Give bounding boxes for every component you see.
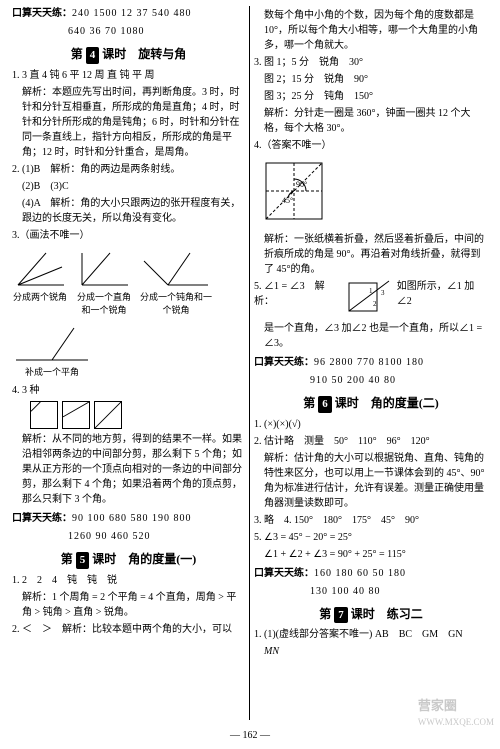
angle-icon-a xyxy=(12,247,68,291)
kousuan-header-2: 口算天天练：90 100 680 580 190 800 xyxy=(12,511,245,526)
q2-1: 2. (1)B 解析：角的两边是两条射线。 xyxy=(12,162,245,177)
sec7-badge: 7 xyxy=(334,607,348,624)
fig-c-label: 分成一个钝角和一个锐角 xyxy=(140,291,212,318)
kousuan-nums-2a: 90 100 680 580 190 800 xyxy=(72,513,192,524)
s6-q2-ex: 解析：估计角的大小可以根据锐角、直角、钝角的特性来区分，也可以用上一节课体会到的… xyxy=(254,451,488,511)
s7-q1: 1. (1)(虚线部分答案不唯一) AB BC GM GN xyxy=(254,627,488,642)
fig-d: 补成一个平角 xyxy=(12,322,92,380)
r5: 5. ∠1 = ∠3 解析： 1 2 3 如图所示，∠1 加∠2 xyxy=(254,279,488,319)
q1-explain: 解析：本题应先写出时间，再判断角度。3 时，时针和分针互相垂直，所形成的角是直角… xyxy=(12,85,245,160)
kousuan-label-3: 口算天天练： xyxy=(254,357,314,368)
square-1 xyxy=(30,401,58,429)
page: 口算天天练：240 1500 12 37 540 480 640 36 70 1… xyxy=(0,0,500,720)
angle-icon-c xyxy=(140,247,212,291)
fig-d-label: 补成一个平角 xyxy=(25,366,79,380)
r3c: 图 3；25 分 钝角 150° xyxy=(254,89,488,104)
angle-icon-d xyxy=(12,322,92,366)
page-number: — 162 — xyxy=(0,728,500,743)
kousuan-nums-4b: 130 100 40 80 xyxy=(254,584,488,599)
fig-b-label: 分成一个直角和一个锐角 xyxy=(74,291,134,318)
kousuan-header-3: 口算天天练：96 2800 770 8100 180 xyxy=(254,355,488,370)
q4: 4. 3 种 xyxy=(12,383,245,398)
r5-tail: 如图所示，∠1 加∠2 xyxy=(397,279,488,309)
r3b: 图 2；15 分 锐角 90° xyxy=(254,72,488,87)
r5-text: 5. ∠1 = ∠3 解析： xyxy=(254,279,343,309)
s6-q5a: 5. ∠3 = 45° − 20° = 25° xyxy=(254,530,488,545)
section-5-title: 第 5 课时 角的度量(一) xyxy=(12,550,245,569)
kousuan-nums-3a: 96 2800 770 8100 180 xyxy=(314,357,424,368)
kousuan-nums-1a: 240 1500 12 37 540 480 xyxy=(72,8,192,19)
r5b: 是一个直角，∠3 加∠2 也是一个直角，所以∠1 = ∠3。 xyxy=(254,321,488,351)
r1: 数每个角中小角的个数，因为每个角的度数都是 10°，所以每个角大小相等，哪一个大… xyxy=(254,8,488,53)
sec5-post: 课时 角的度量(一) xyxy=(92,552,196,566)
s6-q2: 2. 估计略 测量 50° 110° 96° 120° xyxy=(254,434,488,449)
sec5-badge: 5 xyxy=(76,552,90,569)
s7-q2: MN xyxy=(254,644,488,659)
r3-ex: 解析：分针走一圈是 360°，钟面一圈共 12 个大格，每个大格 30°。 xyxy=(254,106,488,136)
angle-123-icon: 1 2 3 xyxy=(345,279,394,319)
figure-row-2: 补成一个平角 xyxy=(12,322,245,380)
s5-q1-ex: 解析：1 个周角 = 2 个平角 = 4 个直角，周角 > 平角 > 钝角 > … xyxy=(12,590,245,620)
svg-text:45°: 45° xyxy=(282,196,293,205)
fig-a-label: 分成两个锐角 xyxy=(13,291,67,305)
square-row xyxy=(30,401,245,429)
svg-text:3: 3 xyxy=(381,289,385,297)
left-column: 口算天天练：240 1500 12 37 540 480 640 36 70 1… xyxy=(8,6,250,720)
kousuan-nums-4a: 160 180 60 50 180 xyxy=(314,568,406,579)
watermark-text: 营家圈 xyxy=(418,696,494,716)
r3a: 3. 图 1；5 分 锐角 30° xyxy=(254,55,488,70)
fig-b: 分成一个直角和一个锐角 xyxy=(74,247,134,318)
sec4-pre: 第 xyxy=(71,47,83,61)
sec6-badge: 6 xyxy=(318,396,332,413)
section-4-title: 第 4 课时 旋转与角 xyxy=(12,45,245,64)
angle-icon-b xyxy=(76,247,132,291)
s5-q1: 1. 2 2 4 钝 钝 锐 xyxy=(12,573,245,588)
section-6-title: 第 6 课时 角的度量(二) xyxy=(254,394,488,413)
svg-text:2: 2 xyxy=(373,300,377,308)
right-column: 数每个角中小角的个数，因为每个角的度数都是 10°，所以每个角大小相等，哪一个大… xyxy=(250,6,492,720)
q4-explain: 解析：从不同的地方剪，得到的结果不一样。如果沿相邻两条边的中间部分剪，那么剩下 … xyxy=(12,432,245,507)
fold-diagram-icon: 90° 45° xyxy=(260,157,340,223)
q2-2: (2)B (3)C xyxy=(12,179,245,194)
s6-q5b: ∠1 + ∠2 + ∠3 = 90° + 25° = 115° xyxy=(254,547,488,562)
watermark-url: WWW.MXQE.COM xyxy=(418,716,494,730)
kousuan-header-1: 口算天天练：240 1500 12 37 540 480 xyxy=(12,6,245,21)
s5-q2: 2. ＜ ＞ 解析：比较本题中两个角的大小，可以 xyxy=(12,622,245,637)
fig-a: 分成两个锐角 xyxy=(12,247,68,318)
q1-line: 1. 3 直 4 钝 6 平 12 周 直 钝 平 周 xyxy=(12,68,245,83)
watermark: 营家圈 WWW.MXQE.COM xyxy=(418,696,494,729)
kousuan-nums-3b: 910 50 200 40 80 xyxy=(254,373,488,388)
sec7-pre: 第 xyxy=(319,607,331,621)
q2-3: (4)A 解析：角的大小只跟两边的张开程度有关，跟边的长度无关，所以角没有变化。 xyxy=(12,196,245,226)
section-7-title: 第 7 课时 练习二 xyxy=(254,605,488,624)
fig-c: 分成一个钝角和一个锐角 xyxy=(140,247,212,318)
sec4-badge: 4 xyxy=(86,47,100,64)
kousuan-header-4: 口算天天练：160 180 60 50 180 xyxy=(254,566,488,581)
kousuan-label-2: 口算天天练： xyxy=(12,513,72,524)
r4: 4.（答案不唯一） xyxy=(254,138,488,153)
q3: 3.（画法不唯一） xyxy=(12,228,245,243)
square-2 xyxy=(62,401,90,429)
sec6-pre: 第 xyxy=(303,396,315,410)
sec5-pre: 第 xyxy=(61,552,73,566)
sec7-post: 课时 练习二 xyxy=(351,607,423,621)
page-number-value: 162 xyxy=(243,730,258,741)
sec6-post: 课时 角的度量(二) xyxy=(335,396,439,410)
r4-ex: 解析：一张纸横着折叠，然后竖着折叠后，中间的折痕所成的角是 90°。再沿着对角线… xyxy=(254,232,488,277)
s7-q1-text: 1. (1)(虚线部分答案不唯一) AB BC GM GN xyxy=(254,629,463,640)
s6-q1: 1. (×)(×)(√) xyxy=(254,417,488,432)
kousuan-nums-1b: 640 36 70 1080 xyxy=(12,24,245,39)
figure-row-1: 分成两个锐角 分成一个直角和一个锐角 分成一个钝角和一个锐角 xyxy=(12,247,245,318)
kousuan-label-1: 口算天天练： xyxy=(12,8,72,19)
kousuan-label-4: 口算天天练： xyxy=(254,568,314,579)
kousuan-nums-2b: 1260 90 460 520 xyxy=(12,529,245,544)
svg-text:1: 1 xyxy=(369,287,373,295)
square-3 xyxy=(94,401,122,429)
sec4-post: 课时 旋转与角 xyxy=(102,47,186,61)
s6-q3: 3. 略 4. 150° 180° 175° 45° 90° xyxy=(254,513,488,528)
